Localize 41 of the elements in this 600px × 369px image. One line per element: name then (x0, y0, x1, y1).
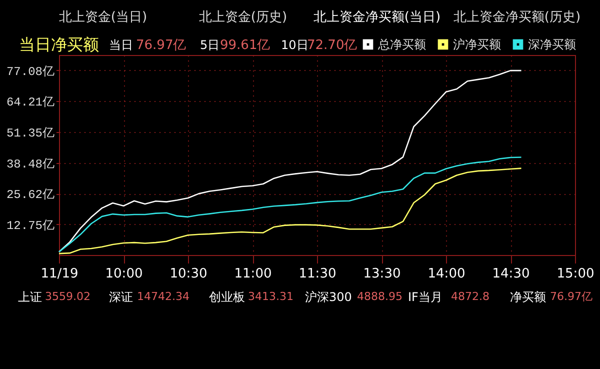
text: 4872.8 (451, 290, 490, 303)
legend-label: 总净买额 (377, 37, 426, 52)
x-tick-label: 15:00 (556, 266, 594, 282)
y-tick-label: 64.21亿 (6, 96, 54, 110)
x-tick-label: 13:30 (363, 266, 401, 282)
text: 净买额 (510, 290, 546, 304)
legend-label: 深净买额 (528, 37, 576, 52)
text: 北上资金净买额(当日) (313, 10, 441, 25)
x-tick-label: 11/19 (40, 266, 78, 282)
text: 4888.95 (357, 290, 402, 303)
text: 3413.31 (248, 290, 294, 303)
x-tick-label: 14:30 (492, 266, 530, 282)
text: 创业板 (209, 290, 245, 304)
text: 北上资金(当日) (58, 10, 148, 25)
text: IF当月 (408, 290, 442, 304)
text: 76.97亿 (550, 290, 592, 303)
text: 5日 (200, 38, 220, 52)
text: 深证 (109, 290, 133, 304)
text: 沪深300 (305, 290, 352, 304)
text: 10日 (281, 38, 308, 52)
text: 北上资金(历史) (198, 10, 288, 25)
y-tick-label: 12.75亿 (6, 218, 54, 233)
text: 76.97亿 (136, 38, 186, 53)
text: 北上资金净买额(历史) (453, 10, 581, 25)
y-tick-label: 77.08亿 (6, 64, 54, 79)
text: 72.70亿 (307, 38, 358, 53)
text: 上证 (18, 290, 42, 304)
y-tick-label: 38.48亿 (6, 157, 54, 172)
text: 当日 (109, 38, 133, 52)
x-tick-label: 10:00 (105, 266, 143, 282)
x-tick-label: 11:30 (298, 266, 336, 282)
legend-label: 沪净买额 (453, 37, 501, 52)
x-tick-label: 14:00 (428, 266, 466, 282)
text: 99.61亿 (220, 38, 270, 53)
chart-title: 当日净买额 (19, 35, 99, 54)
text: 3559.02 (45, 290, 90, 303)
x-tick-label: 11:00 (234, 266, 272, 282)
y-tick-label: 25.62亿 (6, 188, 54, 202)
x-tick-label: 10:30 (170, 266, 208, 282)
y-tick-label: 51.35亿 (6, 126, 54, 141)
text: 14742.34 (137, 290, 190, 303)
